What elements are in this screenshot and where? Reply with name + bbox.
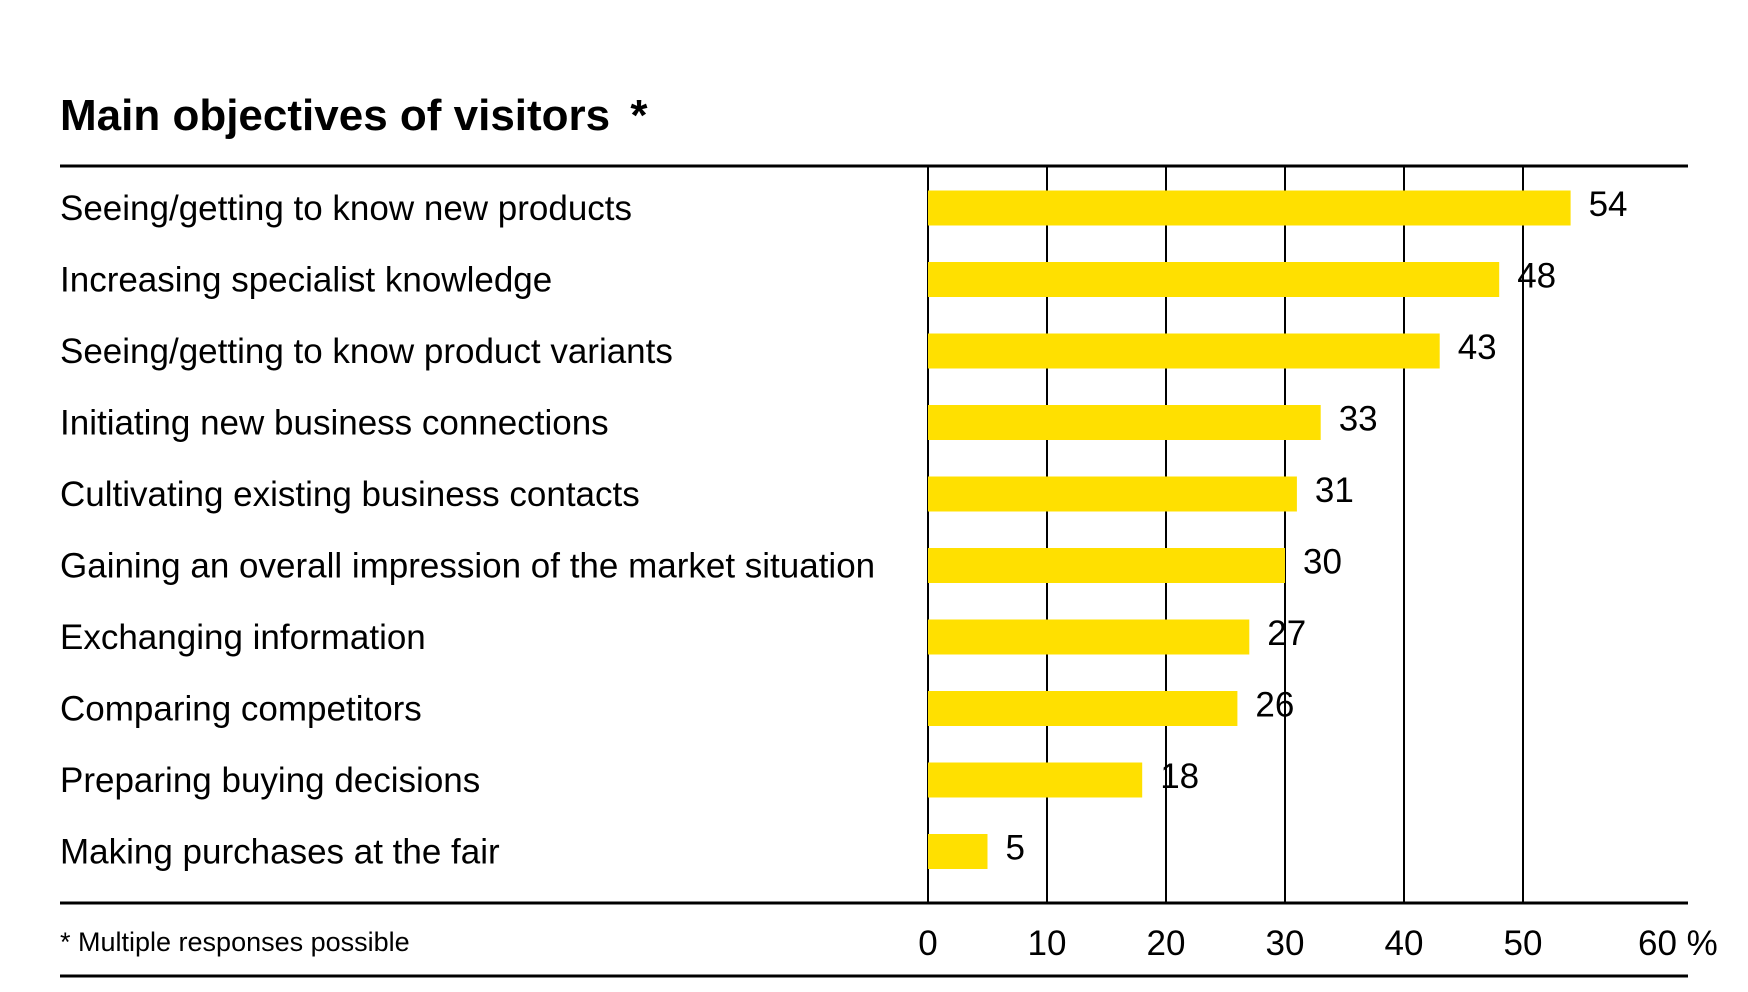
x-tick-label: 40 [1385,924,1424,963]
category-label: Gaining an overall impression of the mar… [60,547,875,586]
category-labels: Seeing/getting to know new products Incre… [60,189,875,872]
chart-title-text: Main objectives of visitors [60,91,610,140]
category-label: Increasing specialist knowledge [60,261,552,300]
x-tick-label: 0 [918,924,937,963]
value-label: 30 [1303,543,1342,582]
category-label: Exchanging information [60,618,426,657]
value-labels: 54 48 43 33 31 30 27 26 18 5 [1006,185,1628,868]
x-tick-label: 60 % [1638,924,1718,963]
value-label: 5 [1006,829,1025,868]
bar [928,834,988,869]
value-label: 54 [1589,185,1628,224]
x-tick-labels: 0 10 20 30 40 50 60 % [918,924,1718,963]
bar [928,405,1321,440]
chart-title-asterisk: * [630,91,648,140]
chart-title: Main objectives of visitors * [60,91,648,140]
category-label: Preparing buying decisions [60,761,480,800]
x-tick-label: 50 [1504,924,1543,963]
bar [928,691,1238,726]
category-label: Making purchases at the fair [60,833,500,872]
category-label: Seeing/getting to know new products [60,189,632,228]
bar [928,548,1285,583]
category-label: Initiating new business connections [60,404,609,443]
category-label: Comparing competitors [60,690,422,729]
value-label: 27 [1267,614,1306,653]
bar [928,476,1297,512]
bar [928,333,1440,369]
category-label: Seeing/getting to know product variants [60,332,673,371]
value-label: 26 [1255,686,1294,725]
bars [928,190,1571,869]
category-label: Cultivating existing business contacts [60,475,640,514]
value-label: 48 [1517,257,1556,296]
x-tick-label: 20 [1147,924,1186,963]
x-tick-label: 10 [1028,924,1067,963]
footnote: * Multiple responses possible [60,927,410,957]
value-label: 31 [1315,471,1354,510]
value-label: 33 [1339,400,1378,439]
bar [928,190,1571,226]
value-label: 18 [1160,757,1199,796]
bar [928,619,1250,655]
bar [928,762,1143,798]
value-label: 43 [1458,328,1497,367]
x-tick-label: 30 [1266,924,1305,963]
bar [928,262,1500,297]
